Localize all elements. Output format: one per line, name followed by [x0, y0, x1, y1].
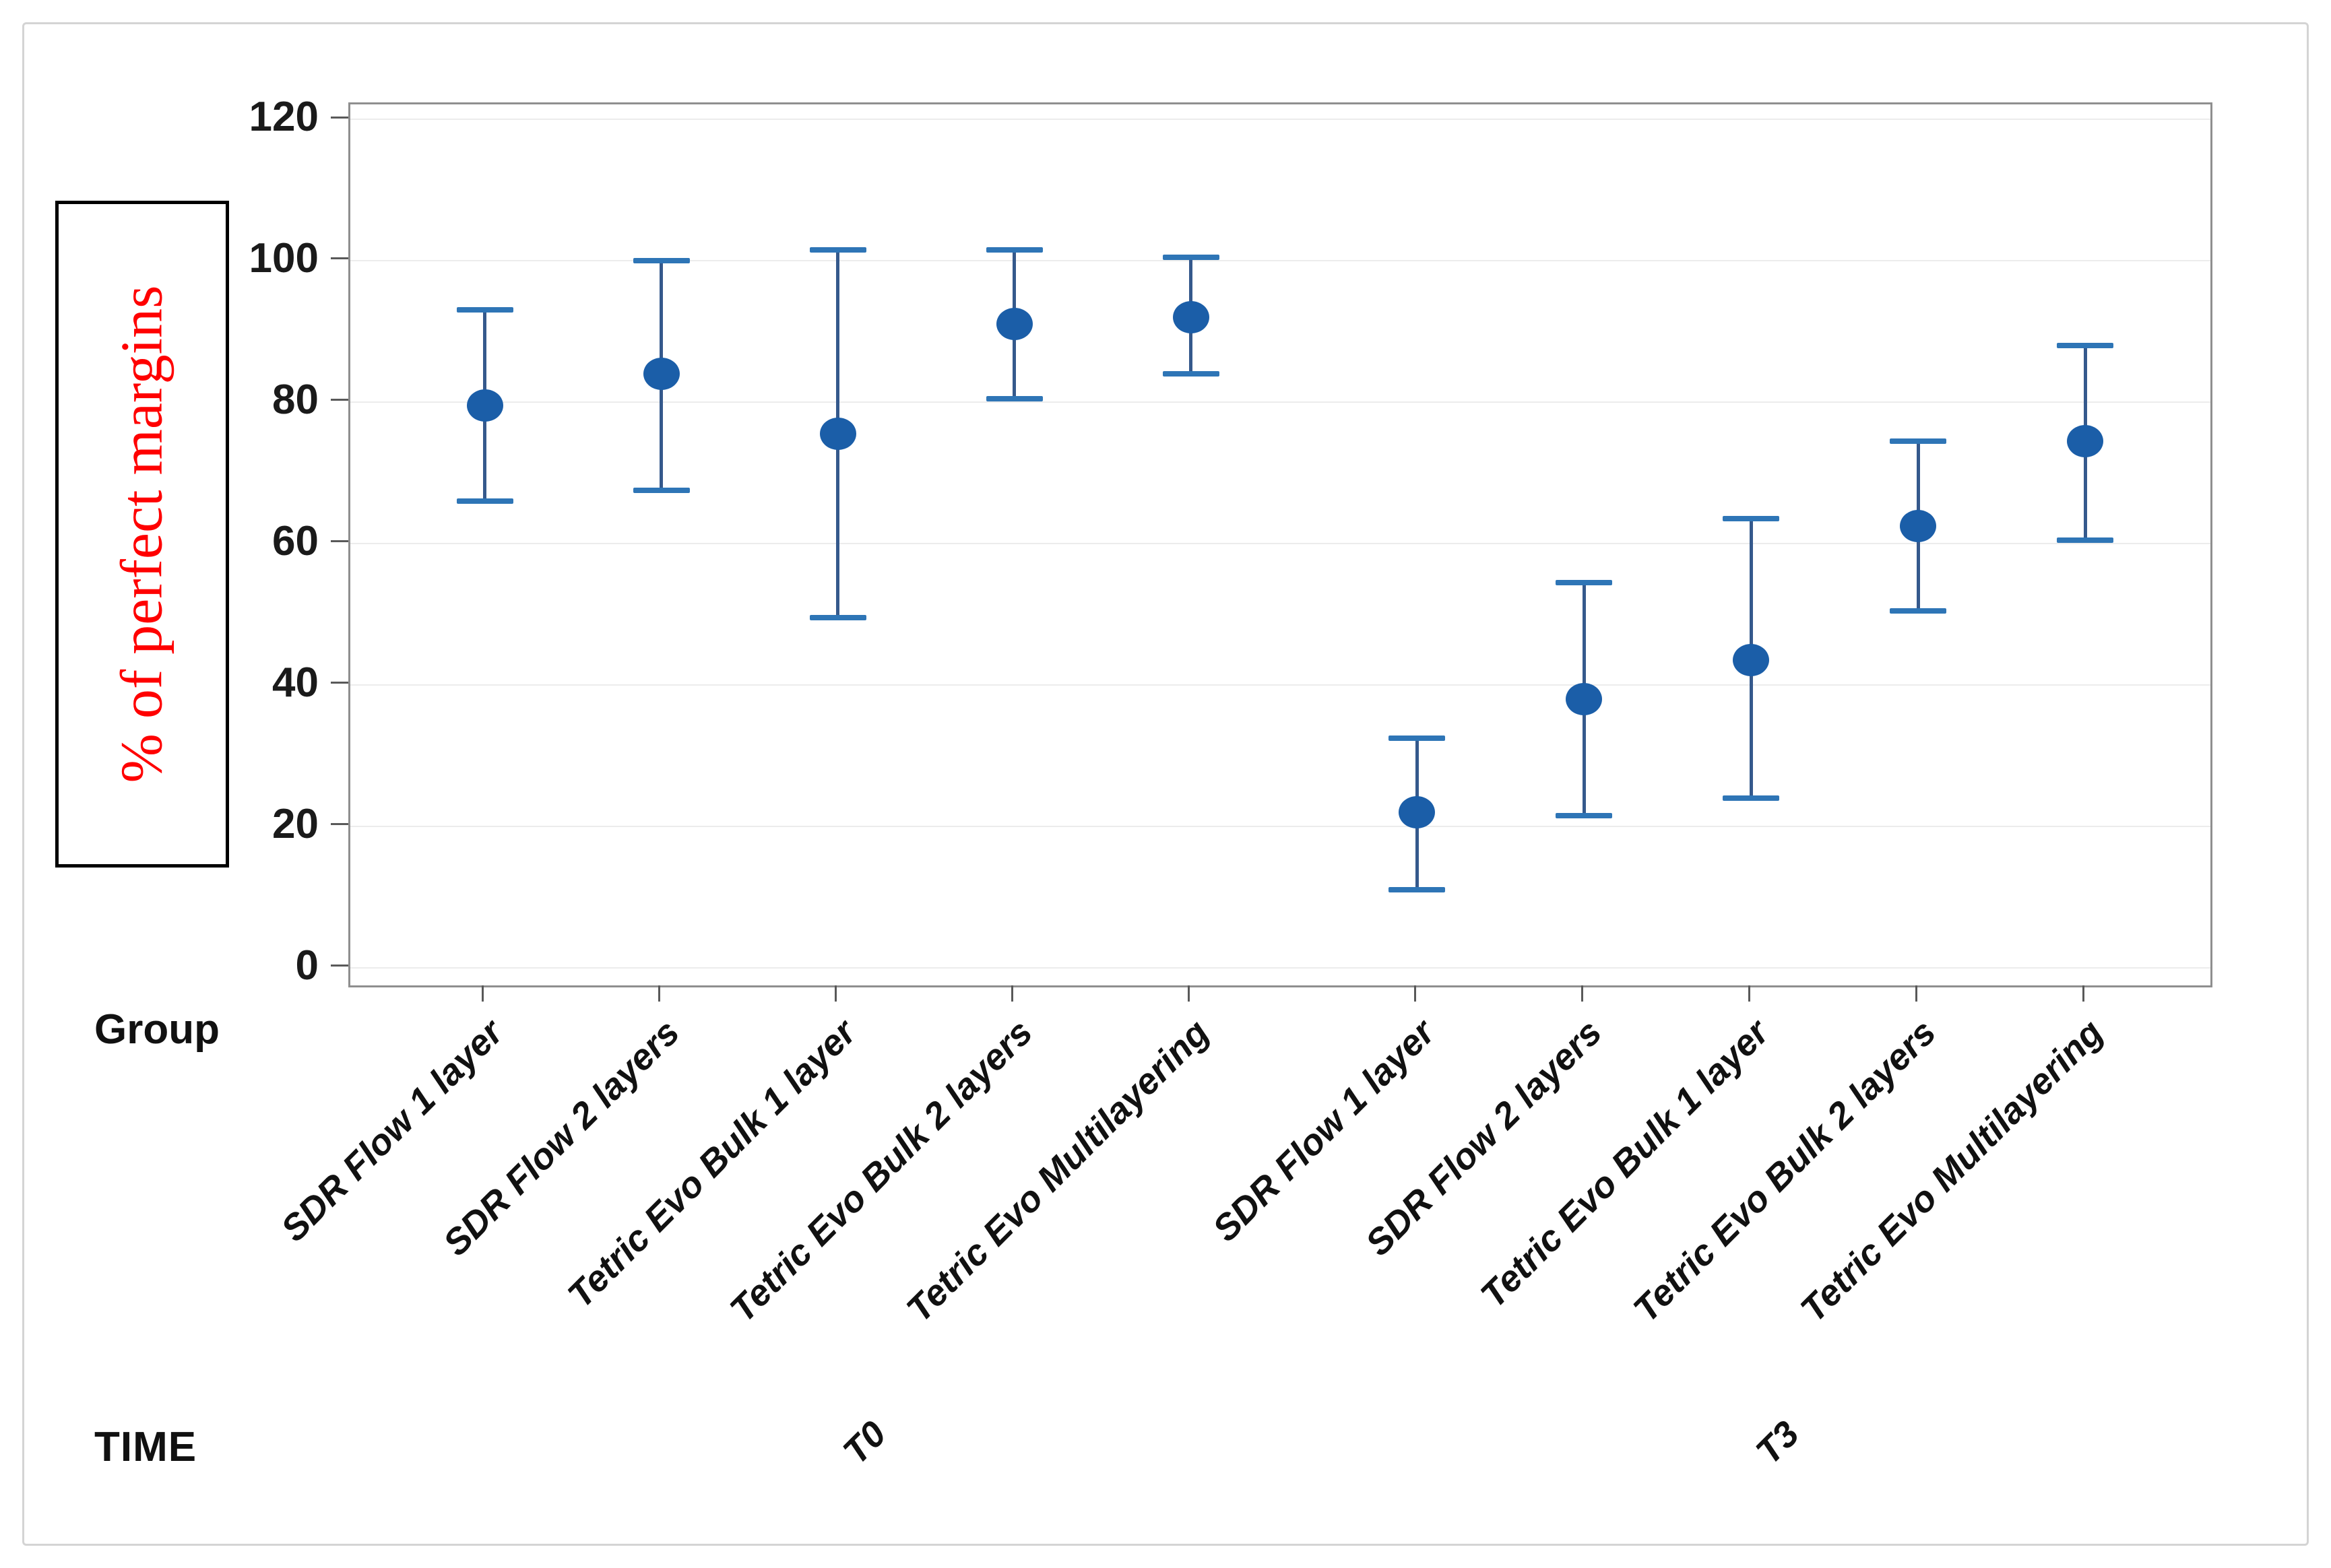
y-tick-label-100: 100	[249, 234, 319, 282]
x-tick-T0-5	[1188, 985, 1190, 1002]
ci-cap-bottom	[633, 488, 690, 494]
ci-cap-top	[1162, 254, 1219, 260]
ci-cap-top	[633, 257, 690, 263]
mean-dot	[996, 308, 1033, 341]
ci-cap-bottom	[2057, 537, 2114, 543]
gridline-y-20	[350, 825, 2210, 827]
y-axis-label-box: % of perfect margins	[55, 201, 229, 868]
ci-cap-top	[1723, 516, 1780, 522]
ci-cap-top	[1556, 579, 1613, 585]
x-tick-T0-1	[482, 985, 484, 1002]
gridline-y-60	[350, 542, 2210, 544]
y-tick-40	[331, 682, 348, 684]
x-tick-T0-4	[1011, 985, 1014, 1002]
figure-border	[22, 22, 2309, 1546]
x-tick-T3-2	[1580, 985, 1583, 1002]
mean-dot	[2067, 424, 2104, 457]
y-tick-label-80: 80	[272, 376, 319, 423]
mean-dot	[643, 357, 680, 390]
gridline-y-40	[350, 684, 2210, 686]
y-tick-100	[331, 257, 348, 260]
ci-cap-bottom	[456, 498, 513, 504]
mean-dot	[1566, 682, 1603, 715]
ci-cap-top	[2057, 342, 2114, 348]
gridline-y-120	[350, 119, 2210, 121]
y-tick-label-0: 0	[295, 942, 319, 989]
time-axis-caption: TIME	[94, 1424, 197, 1470]
y-tick-label-20: 20	[272, 800, 319, 847]
y-tick-label-60: 60	[272, 517, 319, 564]
x-tick-T3-5	[2082, 985, 2084, 1002]
ci-cap-bottom	[1162, 370, 1219, 377]
gridline-y-80	[350, 401, 2210, 403]
mean-dot	[819, 418, 856, 451]
gridline-y-100	[350, 259, 2210, 261]
mean-dot	[1900, 509, 1937, 542]
x-tick-T3-3	[1748, 985, 1750, 1002]
x-tick-T3-4	[1915, 985, 1917, 1002]
ci-cap-top	[1890, 438, 1947, 444]
gridline-y-0	[350, 967, 2210, 969]
ci-cap-top	[986, 247, 1043, 253]
y-tick-label-120: 120	[249, 94, 319, 141]
y-tick-80	[331, 399, 348, 401]
ci-cap-top	[1388, 735, 1446, 741]
ci-cap-bottom	[1890, 608, 1947, 614]
ci-cap-bottom	[1388, 887, 1446, 893]
mean-dot	[1172, 300, 1209, 333]
plot-area	[348, 102, 2212, 987]
y-axis-label: % of perfect margins	[109, 285, 175, 783]
y-tick-60	[331, 540, 348, 543]
y-tick-20	[331, 823, 348, 826]
ci-cap-bottom	[1556, 813, 1613, 819]
ci-cap-bottom	[986, 395, 1043, 401]
y-tick-label-40: 40	[272, 659, 319, 706]
mean-dot	[1733, 644, 1770, 677]
mean-dot	[1399, 795, 1436, 828]
x-tick-T0-2	[658, 985, 661, 1002]
ci-cap-bottom	[809, 615, 866, 621]
group-axis-caption: Group	[94, 1006, 220, 1053]
x-tick-T0-3	[835, 985, 837, 1002]
ci-cap-top	[809, 247, 866, 253]
ci-cap-top	[456, 307, 513, 313]
ci-cap-bottom	[1723, 795, 1780, 801]
x-tick-T3-1	[1413, 985, 1416, 1002]
mean-dot	[466, 389, 503, 422]
y-tick-120	[331, 116, 348, 119]
y-tick-0	[331, 965, 348, 967]
